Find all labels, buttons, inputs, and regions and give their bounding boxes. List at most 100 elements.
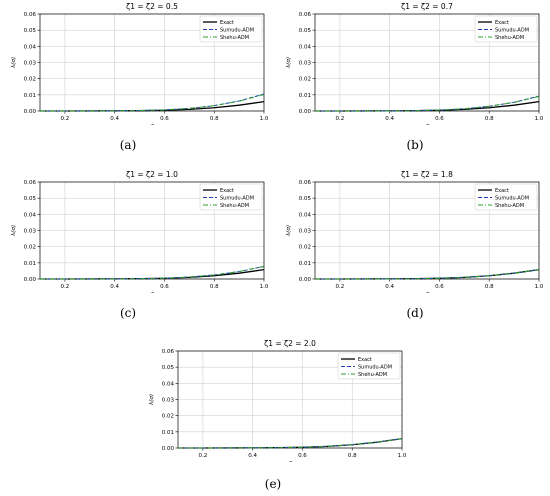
- x-tick-label: 0.2: [199, 453, 208, 459]
- x-tick-label: 0.2: [61, 284, 70, 290]
- x-tick-label: 0.8: [348, 453, 357, 459]
- chart-c: ζ1 = ζ2 = 1.0 0.2 0.4 0.6 0.8 1.0 0.00 0.01 0.02…: [11, 170, 269, 293]
- legend-label: Shehu-ADM: [220, 203, 249, 209]
- chart-d: ζ1 = ζ2 = 1.8 0.2 0.4 0.6 0.8 1.0 0.00 0.01 0.02…: [286, 170, 544, 293]
- x-tick-label: 0.2: [61, 116, 70, 122]
- x-axis-label: σ: [425, 291, 429, 293]
- y-tick-label: 0.02: [299, 77, 311, 83]
- series-line-shehu-adm: [39, 265, 265, 280]
- legend-label: Shehu-ADM: [358, 372, 387, 378]
- x-tick-label: 1.0: [535, 284, 544, 290]
- y-tick-label: 0.00: [162, 446, 175, 452]
- legend-label: Exact: [495, 20, 509, 26]
- y-axis-label: λ(σ): [286, 57, 292, 69]
- y-tick-label: 0.01: [24, 261, 36, 267]
- y-axis-label: λ(σ): [11, 225, 17, 237]
- x-tick-label: 0.4: [385, 116, 394, 122]
- x-tick-label: 0.8: [210, 116, 219, 122]
- y-tick-label: 0.00: [299, 109, 312, 115]
- y-tick-label: 0.04: [299, 44, 312, 50]
- panel-caption-e: (e): [264, 477, 282, 491]
- x-tick-label: 1.0: [260, 116, 269, 122]
- y-tick-label: 0.01: [162, 430, 174, 436]
- chart-e: ζ1 = ζ2 = 2.0 0.2 0.4 0.6 0.8 1.0 0.00 0.01 0.02…: [149, 339, 407, 462]
- y-tick-label: 0.01: [299, 93, 311, 99]
- series-line-exact: [314, 100, 540, 112]
- series-line-shehu-adm: [39, 94, 265, 112]
- y-tick-label: 0.06: [299, 12, 312, 18]
- y-tick-label: 0.00: [299, 277, 312, 283]
- x-tick-label: 0.6: [160, 284, 169, 290]
- x-tick-label: 0.8: [485, 284, 494, 290]
- x-axis-label: σ: [288, 460, 292, 462]
- y-tick-label: 0.04: [162, 381, 175, 387]
- series-line-shehu-adm: [314, 268, 540, 280]
- y-tick-label: 0.03: [299, 61, 312, 67]
- x-tick-label: 0.6: [435, 116, 444, 122]
- x-tick-label: 0.4: [248, 453, 257, 459]
- chart-title: ζ1 = ζ2 = 0.7: [401, 2, 453, 11]
- x-tick-label: 0.8: [485, 116, 494, 122]
- y-tick-label: 0.05: [162, 365, 175, 371]
- x-tick-label: 0.4: [385, 284, 394, 290]
- y-tick-label: 0.00: [24, 109, 37, 115]
- x-tick-label: 1.0: [535, 116, 544, 122]
- y-tick-label: 0.06: [299, 180, 312, 186]
- x-tick-label: 0.2: [336, 284, 345, 290]
- panel-caption-a: (a): [119, 138, 137, 152]
- x-tick-label: 0.6: [160, 116, 169, 122]
- legend-label: Sumudu-ADM: [495, 196, 529, 202]
- y-tick-label: 0.06: [24, 180, 37, 186]
- y-tick-label: 0.05: [299, 196, 312, 202]
- legend-label: Shehu-ADM: [495, 35, 524, 41]
- y-axis-label: λ(σ): [11, 57, 17, 69]
- x-tick-label: 0.4: [110, 116, 119, 122]
- y-tick-label: 0.03: [24, 61, 37, 67]
- legend-label: Shehu-ADM: [495, 203, 524, 209]
- y-tick-label: 0.01: [24, 93, 36, 99]
- x-tick-label: 0.2: [336, 116, 345, 122]
- chart-a: ζ1 = ζ2 = 0.5 0.2 0.4 0.6 0.8 1.0 0.00 0.01 0.02…: [11, 2, 269, 125]
- y-tick-label: 0.06: [162, 349, 175, 355]
- series-line-exact: [39, 268, 265, 280]
- legend-label: Exact: [358, 357, 372, 363]
- y-tick-label: 0.00: [24, 277, 37, 283]
- y-tick-label: 0.02: [162, 414, 174, 420]
- legend-label: Exact: [220, 20, 234, 26]
- y-tick-label: 0.03: [299, 229, 312, 235]
- y-tick-label: 0.02: [24, 77, 36, 83]
- y-tick-label: 0.05: [24, 28, 37, 34]
- y-axis-label: λ(σ): [149, 394, 155, 406]
- legend-label: Sumudu-ADM: [220, 196, 254, 202]
- y-tick-label: 0.01: [299, 261, 311, 267]
- panel-caption-b: (b): [406, 138, 424, 152]
- x-tick-label: 1.0: [398, 453, 407, 459]
- legend-label: Exact: [495, 188, 509, 194]
- x-axis-label: σ: [150, 291, 154, 293]
- chart-title: ζ1 = ζ2 = 1.8: [401, 170, 453, 179]
- chart-title: ζ1 = ζ2 = 2.0: [264, 339, 316, 348]
- y-tick-label: 0.03: [162, 398, 175, 404]
- panel-caption-c: (c): [119, 306, 137, 320]
- series-line-shehu-adm: [177, 438, 403, 449]
- chart-b: ζ1 = ζ2 = 0.7 0.2 0.4 0.6 0.8 1.0 0.00 0.01 0.02…: [286, 2, 544, 125]
- y-tick-label: 0.05: [299, 28, 312, 34]
- chart-title: ζ1 = ζ2 = 1.0: [126, 170, 178, 179]
- x-tick-label: 0.8: [210, 284, 219, 290]
- x-tick-label: 0.4: [110, 284, 119, 290]
- x-tick-label: 0.6: [298, 453, 307, 459]
- panel-caption-d: (d): [406, 306, 424, 320]
- x-tick-label: 1.0: [260, 284, 269, 290]
- y-tick-label: 0.03: [24, 229, 37, 235]
- y-axis-label: λ(σ): [286, 225, 292, 237]
- x-axis-label: σ: [425, 123, 429, 125]
- legend-label: Sumudu-ADM: [495, 28, 529, 34]
- chart-title: ζ1 = ζ2 = 0.5: [126, 2, 178, 11]
- y-tick-label: 0.04: [299, 212, 312, 218]
- y-tick-label: 0.02: [24, 245, 36, 251]
- x-tick-label: 0.6: [435, 284, 444, 290]
- y-tick-label: 0.02: [299, 245, 311, 251]
- series-line-shehu-adm: [314, 95, 540, 112]
- x-axis-label: σ: [150, 123, 154, 125]
